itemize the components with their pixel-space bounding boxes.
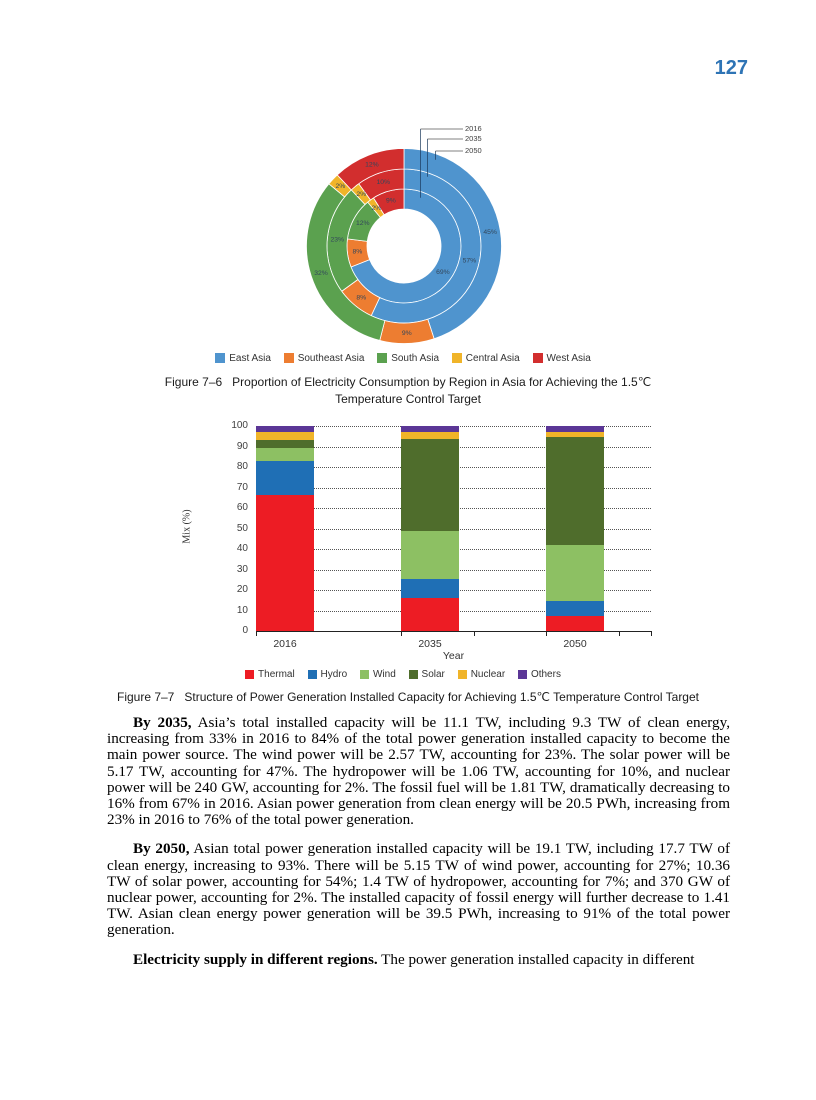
svg-text:2016: 2016 <box>465 124 482 133</box>
svg-text:2035: 2035 <box>465 134 482 143</box>
svg-text:12%: 12% <box>356 220 370 227</box>
svg-text:9%: 9% <box>402 330 412 337</box>
svg-text:8%: 8% <box>356 294 366 301</box>
svg-text:23%: 23% <box>330 236 344 243</box>
svg-text:10%: 10% <box>376 179 390 186</box>
svg-text:2050: 2050 <box>465 146 482 155</box>
svg-text:12%: 12% <box>365 162 379 169</box>
svg-text:69%: 69% <box>436 269 450 276</box>
svg-text:2%: 2% <box>335 183 345 190</box>
svg-text:45%: 45% <box>483 229 497 236</box>
svg-text:8%: 8% <box>352 249 362 256</box>
svg-text:32%: 32% <box>314 270 328 277</box>
svg-text:57%: 57% <box>463 257 477 264</box>
svg-text:2%: 2% <box>356 191 366 198</box>
svg-text:2%: 2% <box>371 205 381 212</box>
svg-text:9%: 9% <box>386 198 396 205</box>
